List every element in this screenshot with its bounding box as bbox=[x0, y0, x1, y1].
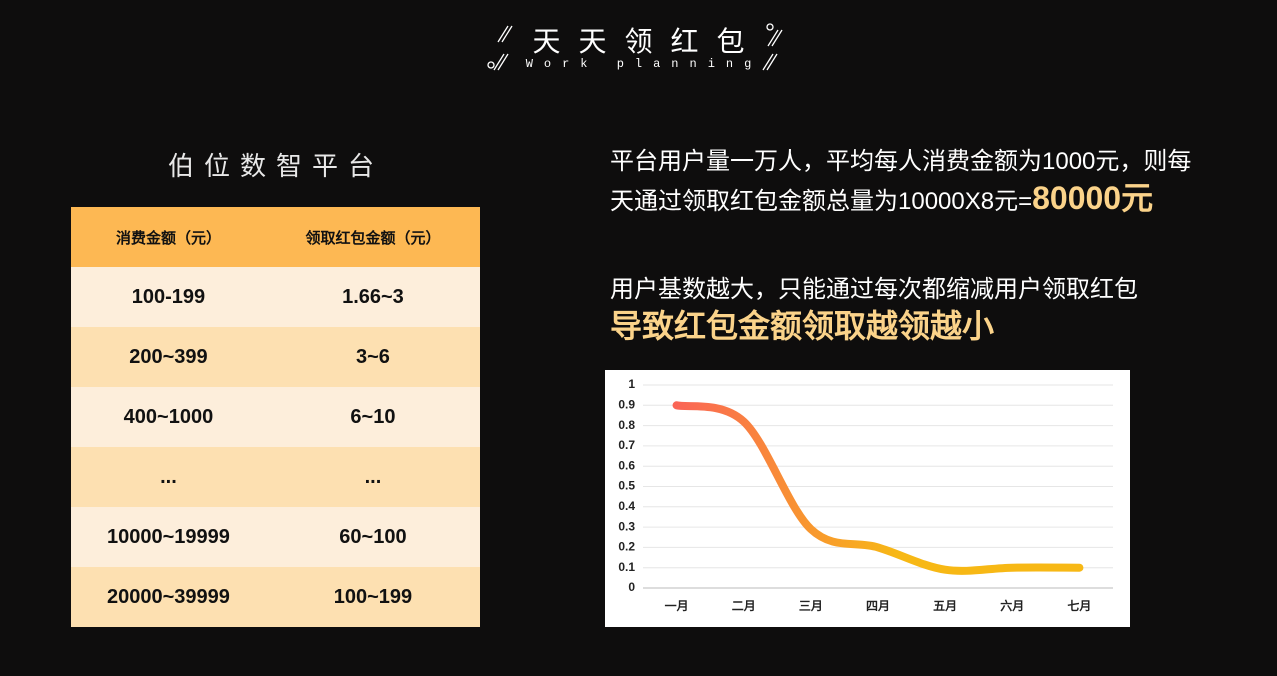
y-tick-label: 0.1 bbox=[618, 560, 635, 574]
x-tick-label: 三月 bbox=[799, 599, 823, 613]
cell: 100~199 bbox=[265, 567, 480, 627]
x-tick-label: 五月 bbox=[933, 599, 957, 613]
y-tick-label: 1 bbox=[628, 377, 635, 391]
column-header: 消费金额（元） bbox=[71, 207, 266, 267]
line: 用户基数越大，只能通过每次都缩减用户领取红包 bbox=[610, 276, 1138, 303]
platform-title: 伯位数智平台 bbox=[167, 152, 384, 181]
highlight: 80000元 bbox=[1032, 180, 1154, 216]
cell: 400~1000 bbox=[71, 387, 266, 447]
line: 天通过领取红包金额总量为10000X8元=80000元 bbox=[610, 180, 1191, 220]
x-tick-label: 四月 bbox=[866, 599, 890, 613]
subtitle: Work planning bbox=[525, 57, 763, 71]
line: 平台用户量一万人，平均每人消费金额为1000元，则每 bbox=[610, 148, 1192, 175]
x-tick-label: 二月 bbox=[732, 599, 756, 613]
highlight: 导致红包金额领取越领越小 bbox=[610, 308, 995, 344]
y-tick-label: 0 bbox=[628, 580, 635, 594]
row: 100-199 1.66~3 bbox=[71, 267, 480, 327]
text-block: 平台用户量一万人，平均每人消费金额为1000元，则每 天通过领取红包金额总量为1… bbox=[610, 143, 1191, 345]
title-decoration bbox=[487, 23, 783, 71]
line bbox=[672, 401, 1084, 575]
row: 20000~39999 100~199 bbox=[71, 567, 480, 627]
y-tick-label: 0.7 bbox=[618, 438, 635, 452]
y-tick-label: 0.8 bbox=[618, 418, 635, 432]
cell: 200~399 bbox=[71, 327, 266, 387]
y-tick-label: 0.5 bbox=[618, 479, 635, 493]
row: ...... bbox=[71, 447, 480, 507]
cell: 1.66~3 bbox=[265, 267, 480, 327]
x-tick-label: 七月 bbox=[1067, 599, 1091, 613]
cell: 3~6 bbox=[265, 327, 480, 387]
cell: 100-199 bbox=[71, 267, 266, 327]
cell: 60~100 bbox=[265, 507, 480, 567]
y-tick-label: 0.9 bbox=[618, 397, 635, 411]
y-tick-label: 0.6 bbox=[618, 458, 635, 472]
cell: 10000~19999 bbox=[71, 507, 266, 567]
title: 天天领红包 bbox=[532, 27, 763, 58]
text: 天通过领取红包金额总量为10000X8元= bbox=[610, 188, 1033, 215]
row: 400~1000 6~10 bbox=[71, 387, 480, 447]
y-tick-label: 0.3 bbox=[618, 519, 635, 533]
chart: 0 0.1 0.2 0.3 0.4 0.5 0.6 0.7 0.8 0.9 1 一月 二月 三月 四月 五月 六… bbox=[605, 370, 1130, 627]
x-tick-label: 六月 bbox=[1000, 598, 1024, 613]
y-tick-label: 0.4 bbox=[618, 499, 635, 513]
x-tick-label: 一月 bbox=[665, 599, 689, 613]
y-tick-label: 0.2 bbox=[618, 540, 635, 554]
row: 10000~19999 60~100 bbox=[71, 507, 480, 567]
table: 消费金额（元） 领取红包金额（元） 100-199 1.66~3 200~399 3~6 4… bbox=[71, 207, 480, 627]
column-header: 领取红包金额（元） bbox=[265, 207, 480, 267]
cell: ... bbox=[265, 447, 480, 507]
cell: 20000~39999 bbox=[71, 567, 266, 627]
header-row: 消费金额（元） 领取红包金额（元） bbox=[71, 207, 480, 267]
cell: ... bbox=[71, 447, 266, 507]
cell: 6~10 bbox=[265, 387, 480, 447]
row: 200~399 3~6 bbox=[71, 327, 480, 387]
